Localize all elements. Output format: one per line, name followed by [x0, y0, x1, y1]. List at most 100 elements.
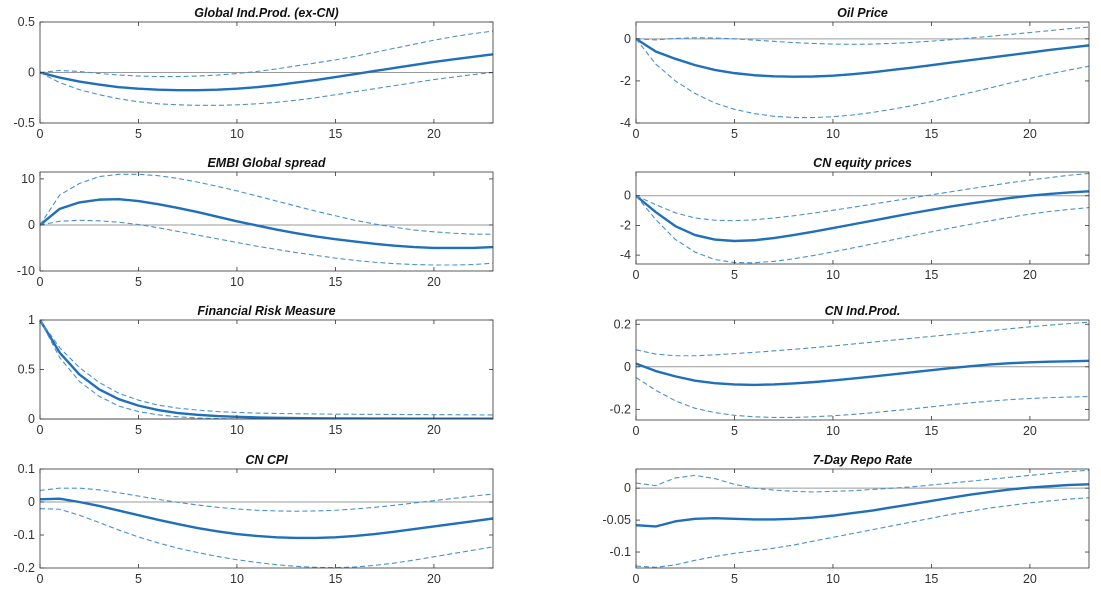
x-tick-label: 20 — [427, 423, 441, 437]
x-tick-label: 0 — [37, 275, 44, 289]
axis-frame — [635, 468, 1090, 569]
x-tick-label: 20 — [1023, 424, 1037, 438]
panel-title: CN equity prices — [813, 156, 912, 170]
series-group — [636, 469, 1089, 568]
axis-frame — [39, 468, 494, 569]
panel-4: 0 5 10 15 20 -4 -2 0 CN equity prices — [620, 156, 1090, 282]
x-tick-label: 15 — [328, 275, 342, 289]
y-tick-label: -0.1 — [609, 545, 631, 559]
median-line — [40, 320, 493, 419]
panel-title: Financial Risk Measure — [197, 304, 335, 318]
x-tick-label: 5 — [731, 127, 738, 141]
median-line — [40, 53, 493, 92]
x-tick-label: 0 — [37, 127, 44, 141]
panel-8: 0 5 10 15 20 -0.1 -0.05 0 7-Day Repo Rate — [603, 453, 1090, 586]
x-tick-label: 20 — [1023, 572, 1037, 586]
median-line — [636, 483, 1089, 528]
x-tick-label: 10 — [230, 423, 244, 437]
lower-band-line — [40, 219, 493, 266]
x-tick-label: 10 — [826, 268, 840, 282]
axis-frame — [635, 171, 1090, 265]
x-tick-label: 0 — [633, 127, 640, 141]
x-tick-label: 0 — [633, 572, 640, 586]
y-tick-label: -4 — [620, 248, 631, 262]
y-tick-label: 0.1 — [18, 462, 35, 476]
lower-band-line — [636, 497, 1089, 568]
median-line — [636, 190, 1089, 243]
y-tick-label: -10 — [17, 264, 35, 278]
lower-band-line — [40, 71, 493, 106]
upper-band-line — [40, 320, 493, 416]
x-tick-label: 5 — [135, 275, 142, 289]
axis-frame — [635, 21, 1090, 124]
y-tick-label: 0.2 — [614, 317, 631, 331]
lower-band-line — [40, 320, 288, 419]
median-line — [40, 197, 493, 250]
lower-band-line — [636, 195, 1089, 264]
y-tick-label: 0 — [624, 360, 631, 374]
y-tick-label: 0 — [28, 412, 35, 426]
y-tick-label: 0.5 — [18, 15, 35, 29]
panel-2: 0 5 10 15 20 -4 -2 0 Oil Price — [620, 6, 1090, 141]
upper-band-line — [40, 173, 493, 235]
axis-frame — [635, 319, 1090, 421]
panel-title: CN CPI — [245, 453, 288, 467]
axis-frame — [39, 171, 494, 272]
upper-band-line — [636, 26, 1089, 45]
y-tick-label: 0 — [28, 66, 35, 80]
upper-band-line — [40, 30, 493, 78]
panel-title: 7-Day Repo Rate — [813, 453, 912, 467]
y-tick-label: 1 — [28, 313, 35, 327]
series-group — [40, 30, 493, 106]
x-tick-label: 0 — [633, 424, 640, 438]
y-tick-label: -0.05 — [603, 513, 632, 527]
x-tick-label: 20 — [427, 275, 441, 289]
panel-title: Oil Price — [837, 6, 888, 20]
x-tick-label: 5 — [135, 127, 142, 141]
x-tick-label: 5 — [731, 424, 738, 438]
y-tick-label: -0.2 — [13, 561, 35, 575]
series-group — [636, 321, 1089, 419]
upper-band-line — [636, 172, 1089, 222]
x-tick-label: 20 — [427, 572, 441, 586]
series-group — [636, 172, 1089, 264]
panel-5: 0 5 10 15 20 0 0.5 1 Financial Risk Measure — [18, 304, 494, 437]
x-tick-label: 5 — [731, 572, 738, 586]
y-tick-label: 10 — [21, 172, 35, 186]
median-line — [636, 359, 1089, 387]
x-tick-label: 15 — [328, 423, 342, 437]
x-tick-label: 5 — [135, 572, 142, 586]
panel-title: Global Ind.Prod. (ex-CN) — [194, 6, 338, 20]
y-tick-label: 0 — [624, 32, 631, 46]
x-tick-label: 0 — [37, 572, 44, 586]
x-tick-label: 0 — [37, 423, 44, 437]
y-tick-label: -4 — [620, 116, 631, 130]
x-tick-label: 15 — [924, 268, 938, 282]
y-tick-label: 0 — [624, 189, 631, 203]
upper-band-line — [636, 321, 1089, 357]
x-tick-label: 5 — [731, 268, 738, 282]
x-tick-label: 15 — [328, 572, 342, 586]
panel-title: CN Ind.Prod. — [825, 304, 901, 318]
y-tick-label: -0.1 — [13, 528, 35, 542]
y-tick-label: 0 — [28, 218, 35, 232]
median-line — [40, 497, 493, 540]
panel-7: 0 5 10 15 20 -0.2 -0.1 0 0.1 CN CPI — [13, 453, 494, 586]
x-tick-label: 20 — [1023, 127, 1037, 141]
y-tick-label: -0.2 — [609, 402, 631, 416]
x-tick-label: 20 — [427, 127, 441, 141]
y-tick-label: -0.5 — [13, 116, 35, 130]
x-tick-label: 15 — [328, 127, 342, 141]
x-tick-label: 10 — [826, 424, 840, 438]
x-tick-label: 5 — [135, 423, 142, 437]
y-tick-label: 0 — [624, 481, 631, 495]
y-tick-label: 0 — [28, 495, 35, 509]
series-group — [40, 487, 493, 568]
x-tick-label: 15 — [924, 127, 938, 141]
y-tick-label: -2 — [620, 218, 631, 232]
x-tick-label: 10 — [230, 275, 244, 289]
series-group — [40, 173, 493, 266]
x-tick-label: 0 — [633, 268, 640, 282]
